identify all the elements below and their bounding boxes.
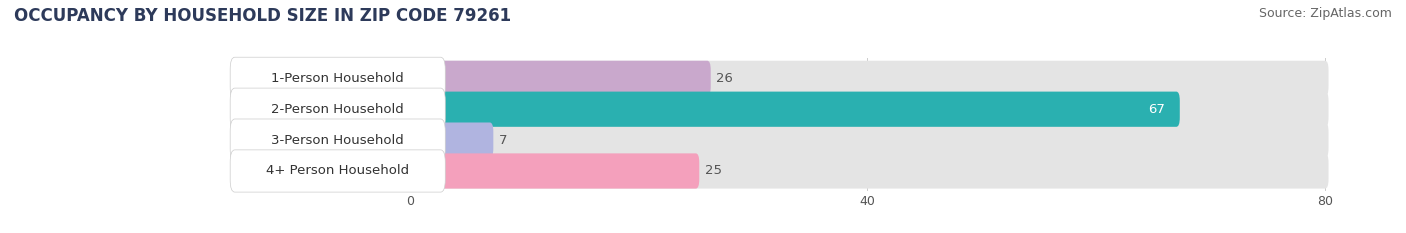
Text: 1-Person Household: 1-Person Household (271, 72, 404, 85)
Text: 26: 26 (717, 72, 734, 85)
FancyBboxPatch shape (406, 123, 1329, 158)
Text: 3-Person Household: 3-Person Household (271, 134, 404, 147)
FancyBboxPatch shape (231, 150, 446, 192)
FancyBboxPatch shape (406, 92, 1180, 127)
FancyBboxPatch shape (406, 153, 699, 188)
FancyBboxPatch shape (406, 123, 494, 158)
Text: 67: 67 (1147, 103, 1164, 116)
FancyBboxPatch shape (406, 61, 710, 96)
Text: 25: 25 (704, 164, 723, 178)
Text: 4+ Person Household: 4+ Person Household (266, 164, 409, 178)
FancyBboxPatch shape (406, 92, 1329, 127)
FancyBboxPatch shape (231, 88, 446, 130)
Text: 7: 7 (499, 134, 508, 147)
Text: Source: ZipAtlas.com: Source: ZipAtlas.com (1258, 7, 1392, 20)
FancyBboxPatch shape (406, 61, 1329, 96)
FancyBboxPatch shape (231, 57, 446, 99)
Text: 2-Person Household: 2-Person Household (271, 103, 404, 116)
Text: OCCUPANCY BY HOUSEHOLD SIZE IN ZIP CODE 79261: OCCUPANCY BY HOUSEHOLD SIZE IN ZIP CODE … (14, 7, 512, 25)
FancyBboxPatch shape (231, 119, 446, 161)
FancyBboxPatch shape (406, 153, 1329, 188)
